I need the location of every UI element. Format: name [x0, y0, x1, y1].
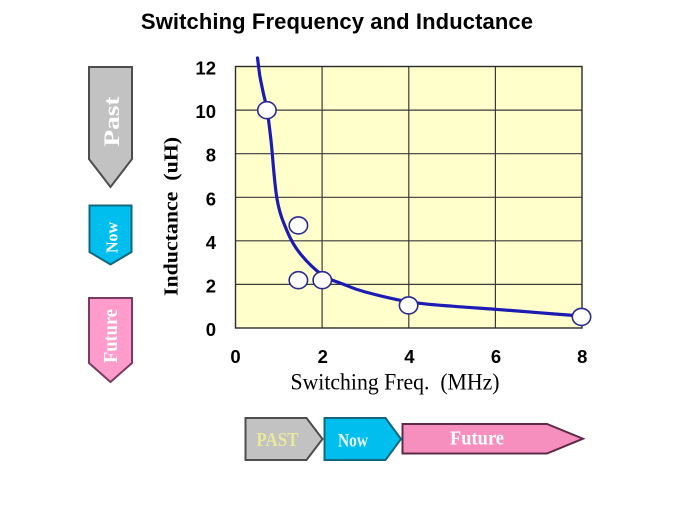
svg-text:Future: Future	[101, 309, 122, 363]
svg-text:0: 0	[206, 319, 216, 340]
svg-text:8: 8	[577, 346, 587, 367]
svg-text:2: 2	[318, 346, 328, 367]
svg-text:6: 6	[491, 346, 501, 367]
svg-text:Now: Now	[103, 222, 122, 253]
svg-text:8: 8	[206, 145, 216, 166]
svg-text:PAST: PAST	[256, 430, 298, 451]
svg-text:0: 0	[230, 346, 240, 367]
svg-text:Now: Now	[338, 431, 369, 451]
svg-text:Switching Frequency and Induct: Switching Frequency and Inductance	[141, 9, 533, 34]
svg-text:4: 4	[404, 346, 415, 367]
svg-text:4: 4	[206, 232, 217, 253]
svg-text:Future: Future	[450, 429, 504, 450]
svg-text:2: 2	[206, 275, 216, 296]
svg-text:Inductance (uH): Inductance (uH)	[161, 137, 183, 296]
svg-text:Past: Past	[99, 96, 124, 147]
svg-text:Switching Freq. (MHz): Switching Freq. (MHz)	[291, 370, 500, 395]
svg-text:10: 10	[195, 101, 216, 122]
svg-text:6: 6	[206, 188, 216, 209]
svg-text:12: 12	[195, 58, 216, 79]
